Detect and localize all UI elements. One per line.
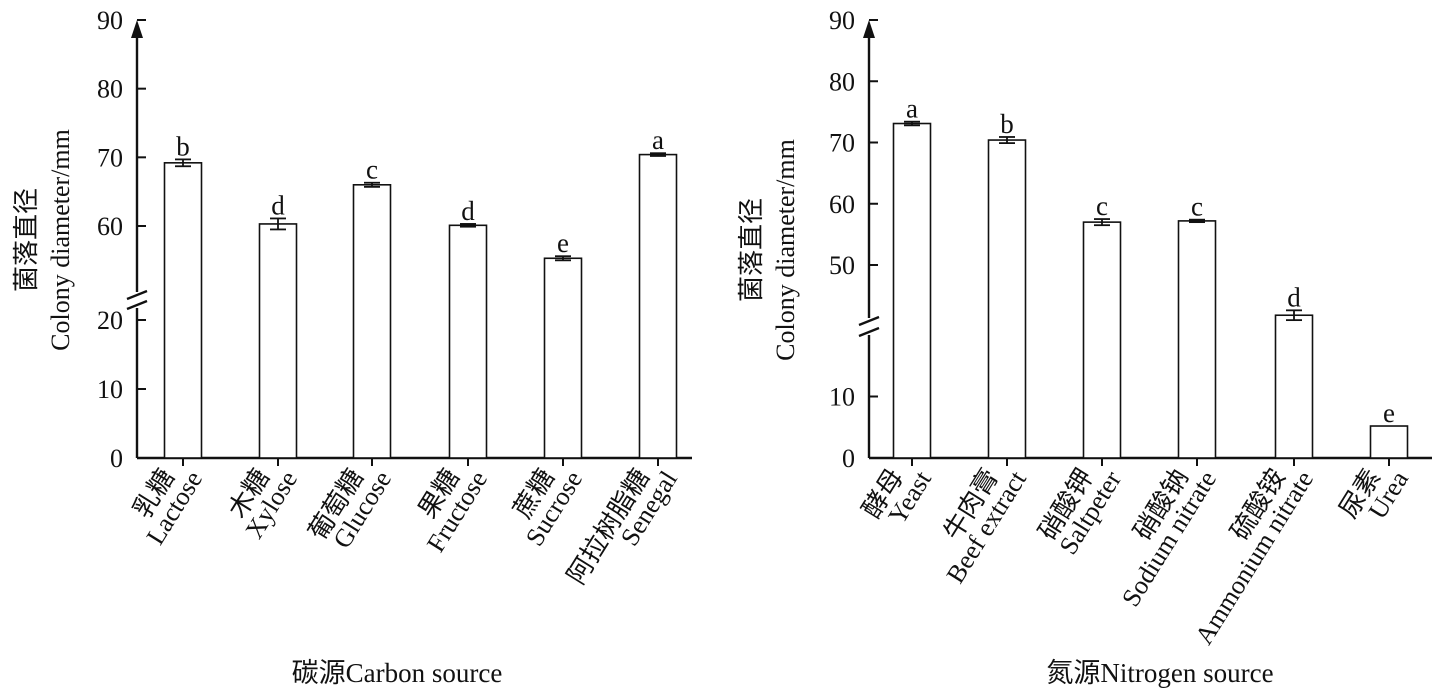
bar (1274, 314, 1314, 459)
y-tick-label: 70 (97, 143, 123, 172)
bar (163, 162, 203, 459)
significance-letter: d (271, 190, 285, 220)
significance-letter: e (1383, 398, 1395, 428)
bar (987, 139, 1027, 459)
y-tick-label: 80 (829, 67, 855, 96)
significance-letter: d (1287, 282, 1301, 312)
y-tick-label: 80 (97, 75, 123, 104)
y-tick-label: 0 (110, 444, 123, 473)
y-tick-label: 20 (97, 306, 123, 335)
bar (448, 224, 488, 459)
y-axis-title-en: Colony diameter/mm (771, 139, 800, 361)
significance-letter: c (366, 155, 378, 185)
y-axis-title-cn: 菌落直径 (737, 198, 766, 302)
y-tick-label: 10 (829, 383, 855, 412)
significance-letter: a (906, 94, 918, 124)
significance-letter: d (461, 196, 475, 226)
bar (258, 223, 298, 459)
bar (1369, 425, 1409, 459)
y-tick-label: 90 (97, 6, 123, 35)
bar (543, 257, 583, 459)
y-tick-label: 70 (829, 129, 855, 158)
bar (1082, 221, 1122, 459)
significance-letter: c (1191, 192, 1203, 222)
y-tick-label: 60 (97, 212, 123, 241)
significance-letter: a (652, 125, 664, 155)
bar (892, 122, 932, 459)
bar (638, 153, 678, 459)
axis-break-mark (858, 315, 880, 327)
y-tick-label: 50 (829, 251, 855, 280)
x-axis-title: 碳源Carbon source (292, 658, 503, 688)
bar (1177, 220, 1217, 459)
significance-letter: e (557, 228, 569, 258)
bar (352, 184, 392, 459)
axis-break-mark (126, 299, 148, 311)
y-tick-label: 10 (97, 375, 123, 404)
x-axis-title: 氮源Nitrogen source (1046, 658, 1273, 688)
significance-letter: b (1000, 109, 1014, 139)
axis-break-mark (126, 289, 148, 301)
y-axis-title-cn: 菌落直径 (12, 188, 41, 292)
axis-break-mark (858, 326, 880, 338)
y-axis-arrow-icon (863, 20, 875, 38)
y-tick-label: 60 (829, 190, 855, 219)
significance-letter: c (1096, 191, 1108, 221)
y-axis-title-en: Colony diameter/mm (46, 129, 75, 351)
y-tick-label: 90 (829, 6, 855, 35)
y-tick-label: 0 (842, 444, 855, 473)
y-axis-arrow-icon (131, 20, 143, 38)
significance-letter: b (176, 131, 190, 161)
